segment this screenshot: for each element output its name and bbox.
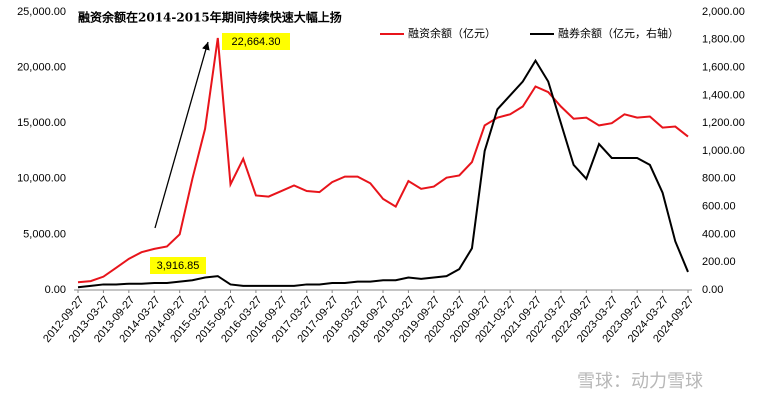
y2-tick-label: 200.00 <box>702 256 736 268</box>
watermark: 雪球：动力雪球 <box>577 371 703 391</box>
label-box <box>150 257 206 274</box>
y2-tick-label: 2,000.00 <box>702 6 745 18</box>
y2-tick-label: 1,800.00 <box>702 34 745 46</box>
arrow <box>154 41 210 229</box>
y-tick-label: 20,000.00 <box>17 62 66 74</box>
y2-tick-label: 800.00 <box>702 173 736 185</box>
y-tick-label: 5,000.00 <box>23 228 66 240</box>
y2-tick-label: 1,000.00 <box>702 145 745 157</box>
y2-tick-label: 0.00 <box>702 284 723 296</box>
chart-annotation: 融资余额在2014-2015年期间持续快速大幅上扬 <box>78 10 342 25</box>
y-tick-label: 25,000.00 <box>17 6 66 18</box>
y2-tick-label: 600.00 <box>702 201 736 213</box>
start-label: 3,916.85 <box>157 260 200 272</box>
series-line <box>77 37 689 284</box>
y2-tick-label: 1,400.00 <box>702 89 745 101</box>
y-tick-label: 0.00 <box>45 284 66 296</box>
y2-tick-label: 1,600.00 <box>702 62 745 74</box>
legend-label: 融券余额（亿元，右轴） <box>558 26 679 40</box>
y2-tick-label: 1,200.00 <box>702 117 745 129</box>
y2-tick-label: 400.00 <box>702 228 736 240</box>
series-line <box>77 58 689 289</box>
y-tick-label: 10,000.00 <box>17 173 66 185</box>
legend-label: 融资余额（亿元） <box>408 26 496 40</box>
label-box <box>222 33 290 50</box>
y-tick-label: 15,000.00 <box>17 117 66 129</box>
peak-label: 22,664.30 <box>232 36 281 48</box>
